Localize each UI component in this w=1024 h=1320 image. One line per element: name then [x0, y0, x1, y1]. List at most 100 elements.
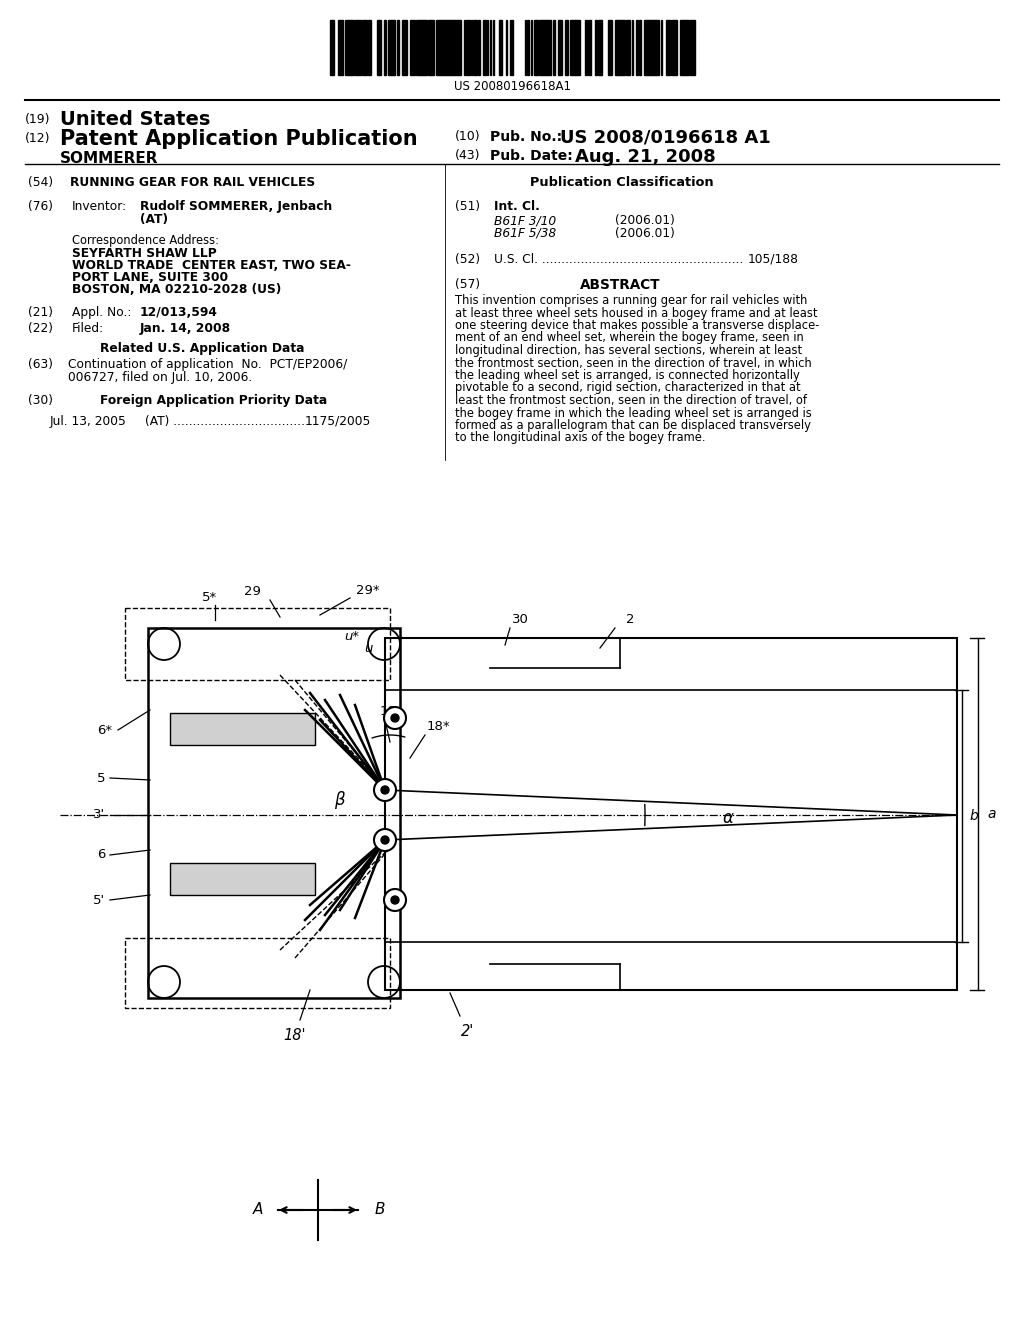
Text: Filed:: Filed:	[72, 322, 104, 335]
Text: 18: 18	[380, 705, 396, 718]
Text: 5: 5	[96, 771, 105, 784]
Text: Jul. 13, 2005: Jul. 13, 2005	[50, 414, 127, 428]
Bar	[572, 20, 575, 75]
Text: 2: 2	[626, 612, 634, 626]
Text: Related U.S. Application Data: Related U.S. Application Data	[100, 342, 304, 355]
Text: 29: 29	[244, 585, 260, 598]
Text: (2006.01): (2006.01)	[615, 214, 675, 227]
Bar	[357, 20, 359, 75]
Bar	[348, 20, 351, 75]
Text: Publication Classification: Publication Classification	[530, 176, 714, 189]
Text: the leading wheel set is arranged, is connected horizontally: the leading wheel set is arranged, is co…	[455, 370, 800, 381]
Text: PORT LANE, SUITE 300: PORT LANE, SUITE 300	[72, 271, 228, 284]
Bar	[685, 20, 687, 75]
Bar	[473, 20, 476, 75]
Bar	[478, 20, 480, 75]
Text: Patent Application Publication: Patent Application Publication	[60, 129, 418, 149]
Bar	[595, 20, 597, 75]
Bar	[402, 20, 406, 75]
Text: (43): (43)	[455, 149, 480, 162]
Bar	[351, 20, 354, 75]
Circle shape	[381, 785, 389, 795]
Text: b: b	[969, 809, 978, 822]
Bar	[527, 20, 529, 75]
Bar	[570, 20, 572, 75]
Text: Inventor:: Inventor:	[72, 201, 127, 213]
Bar	[615, 20, 617, 75]
Text: the frontmost section, seen in the direction of travel, in which: the frontmost section, seen in the direc…	[455, 356, 812, 370]
Text: US 2008/0196618 A1: US 2008/0196618 A1	[560, 129, 771, 147]
Bar	[542, 20, 545, 75]
Text: to the longitudinal axis of the bogey frame.: to the longitudinal axis of the bogey fr…	[455, 432, 706, 445]
Text: formed as a parallelogram that can be displaced transversely: formed as a parallelogram that can be di…	[455, 418, 811, 432]
Bar	[589, 20, 591, 75]
Bar	[656, 20, 659, 75]
Text: (76): (76)	[28, 201, 53, 213]
Bar	[345, 20, 348, 75]
Bar	[389, 20, 391, 75]
Circle shape	[384, 708, 406, 729]
Bar	[467, 20, 470, 75]
Text: 105/188: 105/188	[748, 253, 799, 267]
Bar	[410, 20, 413, 75]
Text: 2': 2'	[462, 1024, 475, 1039]
Text: 5*: 5*	[203, 591, 218, 605]
Bar	[545, 20, 547, 75]
Text: (30): (30)	[28, 393, 53, 407]
Text: 6: 6	[96, 849, 105, 862]
Bar	[691, 20, 694, 75]
Text: a: a	[987, 807, 995, 821]
Text: (52): (52)	[455, 253, 480, 267]
Bar	[651, 20, 653, 75]
Text: A: A	[253, 1203, 263, 1217]
Text: B61F 3/10: B61F 3/10	[494, 214, 556, 227]
Bar	[654, 20, 656, 75]
Bar	[459, 20, 461, 75]
Bar	[359, 20, 361, 75]
Bar	[575, 20, 577, 75]
Text: Aug. 21, 2008: Aug. 21, 2008	[575, 148, 716, 166]
Bar	[560, 20, 562, 75]
Text: (57): (57)	[455, 279, 480, 290]
Bar	[671, 20, 673, 75]
Text: ment of an end wheel set, wherein the bogey frame, seen in: ment of an end wheel set, wherein the bo…	[455, 331, 804, 345]
Text: u: u	[364, 642, 372, 655]
Text: u*: u*	[344, 631, 359, 644]
Bar	[451, 20, 453, 75]
Bar	[673, 20, 675, 75]
Text: (21): (21)	[28, 306, 53, 319]
Text: (AT) ..................................: (AT) ..................................	[145, 414, 305, 428]
Circle shape	[374, 779, 396, 801]
Text: SEYFARTH SHAW LLP: SEYFARTH SHAW LLP	[72, 247, 217, 260]
Text: B61F 5/38: B61F 5/38	[494, 227, 556, 240]
Text: $\beta$: $\beta$	[334, 789, 346, 810]
Bar	[391, 20, 393, 75]
Bar	[148, 628, 400, 998]
Text: Correspondence Address:: Correspondence Address:	[72, 234, 219, 247]
Text: least the frontmost section, seen in the direction of travel, of: least the frontmost section, seen in the…	[455, 393, 807, 407]
Bar	[681, 20, 683, 75]
Text: Continuation of application  No.  PCT/EP2006/: Continuation of application No. PCT/EP20…	[68, 358, 347, 371]
Text: (22): (22)	[28, 322, 53, 335]
Bar	[393, 20, 395, 75]
Text: 12/013,594: 12/013,594	[140, 306, 218, 319]
Text: 30: 30	[512, 612, 528, 626]
Circle shape	[374, 829, 396, 851]
Text: Rudolf SOMMERER, Jenbach: Rudolf SOMMERER, Jenbach	[140, 201, 332, 213]
Text: Appl. No.:: Appl. No.:	[72, 306, 131, 319]
Bar	[483, 20, 485, 75]
Text: Jan. 14, 2008: Jan. 14, 2008	[140, 322, 231, 335]
Bar	[406, 20, 407, 75]
Bar	[443, 20, 446, 75]
Text: (19): (19)	[25, 114, 50, 125]
Bar	[330, 20, 332, 75]
Bar	[539, 20, 542, 75]
Bar	[446, 20, 449, 75]
Text: (63): (63)	[28, 358, 53, 371]
Bar	[628, 20, 630, 75]
Text: Pub. Date:: Pub. Date:	[490, 149, 572, 162]
Text: Int. Cl.: Int. Cl.	[494, 201, 540, 213]
Text: (2006.01): (2006.01)	[615, 227, 675, 240]
Bar	[437, 20, 440, 75]
Text: $\alpha$: $\alpha$	[722, 809, 734, 828]
